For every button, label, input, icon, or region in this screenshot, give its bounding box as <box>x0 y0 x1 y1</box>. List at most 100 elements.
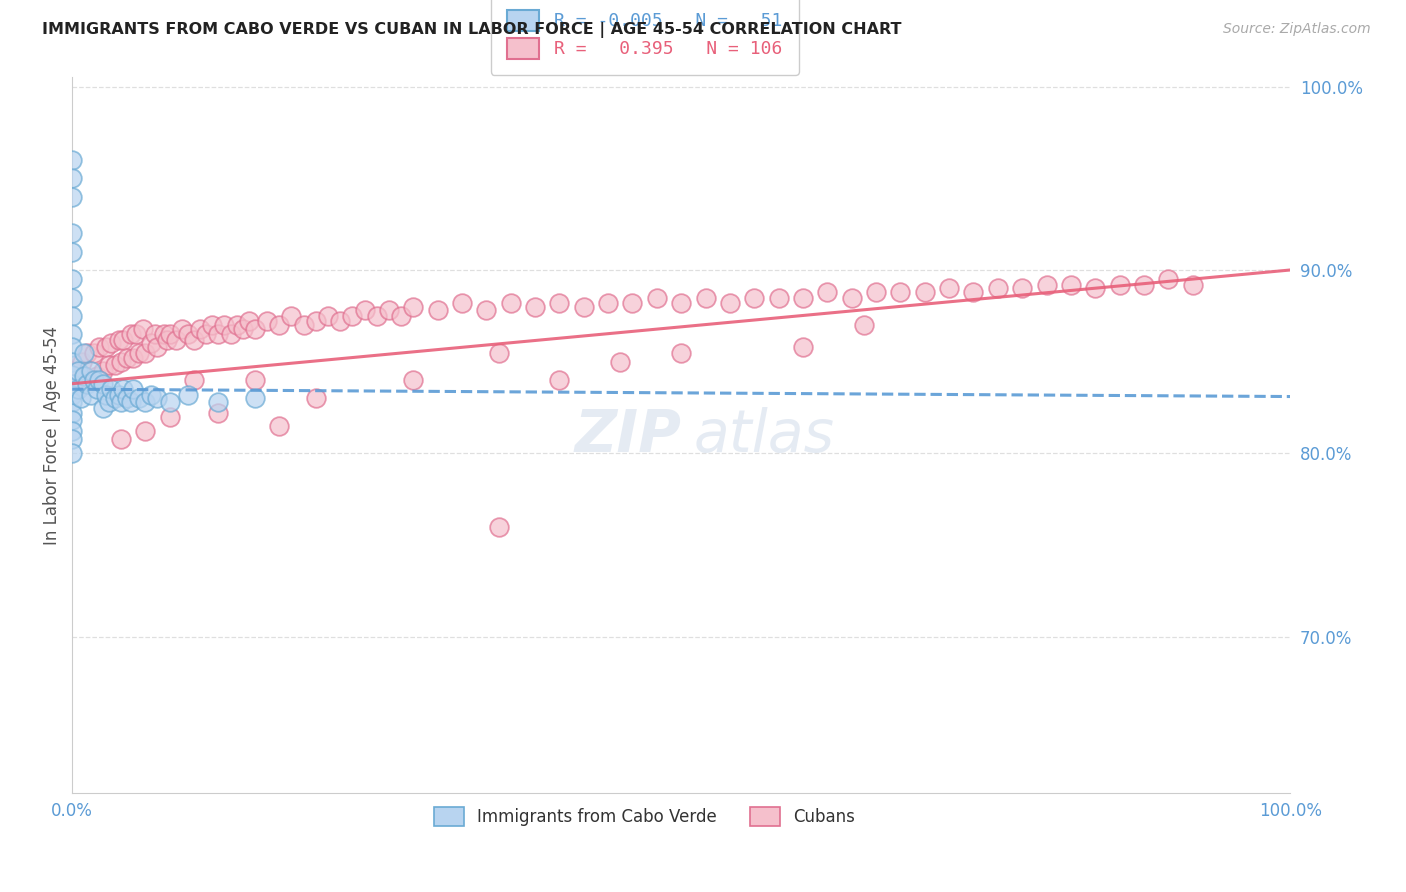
Point <box>110 432 132 446</box>
Point <box>134 395 156 409</box>
Point <box>60 189 83 203</box>
Point <box>645 291 668 305</box>
Point <box>69 392 91 406</box>
Point <box>366 309 388 323</box>
Point <box>146 340 169 354</box>
Point <box>792 340 814 354</box>
Point <box>60 376 83 391</box>
Point <box>107 333 129 347</box>
Point <box>60 432 83 446</box>
Point <box>548 296 571 310</box>
Point <box>316 309 339 323</box>
Point <box>132 321 155 335</box>
Point <box>669 345 692 359</box>
Point <box>60 406 83 420</box>
Point <box>280 309 302 323</box>
Point <box>1108 277 1130 292</box>
Point <box>122 351 145 365</box>
Point <box>97 359 120 373</box>
Legend: Immigrants from Cabo Verde, Cubans: Immigrants from Cabo Verde, Cubans <box>426 798 863 834</box>
Point <box>96 387 118 401</box>
Point <box>97 395 120 409</box>
Point <box>60 368 83 382</box>
Point <box>60 395 83 409</box>
Point <box>67 382 90 396</box>
Point <box>110 395 132 409</box>
Point <box>104 359 127 373</box>
Point <box>67 364 90 378</box>
Point <box>183 373 205 387</box>
Point <box>962 285 984 299</box>
Point <box>865 285 887 299</box>
Point <box>100 336 122 351</box>
Point <box>718 296 741 310</box>
Point <box>143 327 166 342</box>
Point <box>152 327 174 342</box>
Point <box>742 291 765 305</box>
Point <box>159 409 181 424</box>
Point <box>695 291 717 305</box>
Point <box>524 300 547 314</box>
Point <box>86 382 108 396</box>
Point <box>60 272 83 286</box>
Point <box>669 296 692 310</box>
Point <box>1133 277 1156 292</box>
Point <box>128 392 150 406</box>
Point <box>815 285 838 299</box>
Point <box>609 354 631 368</box>
Point <box>598 296 620 310</box>
Point <box>87 373 110 387</box>
Point <box>60 364 83 378</box>
Point <box>60 354 83 368</box>
Point <box>107 387 129 401</box>
Point <box>938 281 960 295</box>
Point <box>60 171 83 186</box>
Point <box>177 387 200 401</box>
Point <box>110 354 132 368</box>
Point <box>305 314 328 328</box>
Point <box>146 392 169 406</box>
Point <box>156 333 179 347</box>
Point <box>60 244 83 259</box>
Point <box>134 345 156 359</box>
Point <box>207 327 229 342</box>
Point <box>141 387 163 401</box>
Point <box>214 318 236 332</box>
Point <box>1157 272 1180 286</box>
Point <box>79 364 101 378</box>
Point <box>60 327 83 342</box>
Point <box>73 369 96 384</box>
Point <box>889 285 911 299</box>
Point <box>389 309 412 323</box>
Point <box>165 333 187 347</box>
Point <box>1035 277 1057 292</box>
Point <box>232 321 254 335</box>
Point <box>100 382 122 396</box>
Point <box>243 321 266 335</box>
Point <box>87 340 110 354</box>
Point <box>1011 281 1033 295</box>
Point <box>96 340 118 354</box>
Point <box>987 281 1010 295</box>
Point <box>83 373 105 387</box>
Point <box>488 345 510 359</box>
Point <box>292 318 315 332</box>
Point <box>67 382 90 396</box>
Point <box>572 300 595 314</box>
Point <box>60 425 83 439</box>
Point <box>499 296 522 310</box>
Point <box>353 303 375 318</box>
Point <box>73 345 96 359</box>
Point <box>621 296 644 310</box>
Point <box>841 291 863 305</box>
Point <box>91 401 114 415</box>
Point <box>141 336 163 351</box>
Point <box>134 425 156 439</box>
Point <box>243 373 266 387</box>
Point <box>60 227 83 241</box>
Point <box>768 291 790 305</box>
Point <box>115 392 138 406</box>
Point <box>60 387 83 401</box>
Point <box>115 351 138 365</box>
Text: atlas: atlas <box>693 407 834 464</box>
